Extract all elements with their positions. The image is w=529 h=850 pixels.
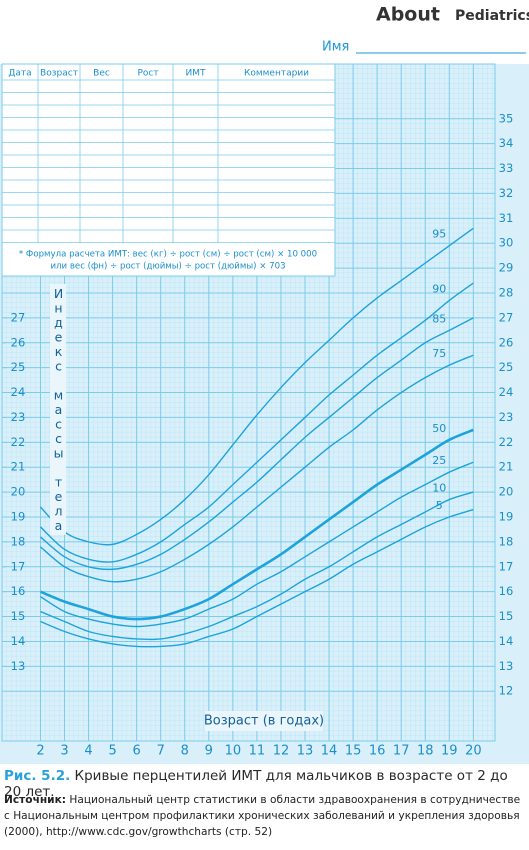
y2-tick-label: 31 [499, 211, 514, 225]
percentile-curve [40, 508, 474, 648]
y2-tick-label: 24 [499, 385, 514, 399]
x-tick-label: 5 [108, 744, 116, 759]
caption-label: Рис. 5.2. [4, 768, 71, 784]
x-tick-label: 7 [157, 744, 165, 759]
y2-tick-label: 16 [499, 584, 514, 598]
caption: Рис. 5.2. Кривые перцентилей ИМТ для мал… [4, 768, 526, 800]
x-tick-label: 19 [441, 744, 458, 759]
curve-label: 5 [436, 499, 443, 512]
x-tick-label: 16 [369, 744, 386, 759]
y-tick-label: 25 [11, 360, 26, 374]
percentile-curve [40, 317, 474, 571]
y-tick-label: 23 [11, 410, 26, 424]
x-tick-label: 9 [205, 744, 213, 759]
source-label: Источник: [4, 794, 67, 806]
formula-line: или вес (фн) ÷ рост (дюймы) ÷ рост (дюйм… [50, 262, 285, 272]
y-tick-label: 21 [11, 460, 26, 474]
percentile-curve [39, 428, 474, 621]
percentile-curve [39, 227, 474, 546]
y2-tick-label: 21 [499, 460, 514, 474]
y2-tick-label: 14 [499, 634, 514, 648]
x-tick-label: 12 [273, 744, 290, 759]
x-tick-label: 13 [297, 744, 314, 759]
y-tick-label: 22 [11, 435, 26, 449]
x-label-box [205, 711, 323, 731]
x-tick-label: 20 [465, 744, 482, 759]
y-tick-label: 24 [11, 385, 26, 399]
x-axis-label: Возраст (в годах) [204, 714, 324, 729]
x-tick-label: 18 [417, 744, 434, 759]
formula-line: * Формула расчета ИМТ: вес (кг) ÷ рост (… [19, 250, 317, 260]
curve-label: 10 [432, 482, 446, 495]
y2-tick-label: 19 [499, 509, 514, 523]
y2-tick-label: 30 [499, 236, 514, 250]
percentile-curve [40, 354, 474, 583]
form-column-header: ИМТ [186, 69, 206, 79]
form-table [1, 63, 336, 277]
y-tick-label: 17 [11, 559, 26, 573]
brand: About [376, 4, 440, 26]
y2-tick-label: 32 [499, 186, 514, 200]
curve-label: 95 [432, 228, 446, 241]
x-tick-label: 17 [393, 744, 410, 759]
y2-tick-label: 18 [499, 534, 514, 548]
x-tick-label: 8 [181, 744, 189, 759]
x-tick-label: 3 [60, 744, 68, 759]
y2-tick-label: 34 [499, 136, 514, 150]
y2-tick-label: 15 [499, 609, 514, 623]
y-tick-label: 26 [11, 335, 26, 349]
y2-tick-label: 29 [499, 261, 514, 275]
y-tick-label: 14 [11, 634, 26, 648]
y2-tick-label: 13 [499, 659, 514, 673]
curve-label: 85 [432, 312, 446, 325]
y2-tick-label: 20 [499, 485, 514, 499]
y2-tick-label: 33 [499, 161, 514, 175]
x-tick-label: 10 [225, 744, 242, 759]
percentile-curve [40, 282, 474, 563]
section: Pediatrics [455, 8, 529, 24]
y2-tick-label: 26 [499, 335, 514, 349]
source: Источник: Национальный центр статистики … [4, 792, 526, 840]
percentile-curve [40, 491, 474, 641]
x-tick-label: 15 [345, 744, 362, 759]
curve-label: 25 [432, 454, 446, 467]
curve-label: 75 [432, 347, 446, 360]
y2-tick-label: 35 [499, 111, 514, 125]
y2-tick-label: 12 [499, 684, 514, 698]
y-tick-label: 15 [11, 609, 26, 623]
y-tick-label: 27 [11, 310, 26, 324]
percentile-curve [40, 461, 474, 628]
y2-tick-label: 28 [499, 285, 514, 299]
y2-tick-label: 27 [499, 310, 514, 324]
y-axis-label: Индекс массы тела [50, 284, 66, 535]
source-text: Национальный центр статистики в области … [4, 794, 521, 838]
curve-label: 50 [432, 422, 446, 435]
y2-tick-label: 17 [499, 559, 514, 573]
form-column-header: Рост [137, 69, 158, 79]
form-column-header: Вес [93, 69, 110, 79]
y-tick-label: 20 [11, 485, 26, 499]
y-tick-label: 18 [11, 534, 26, 548]
y-tick-label: 19 [11, 509, 26, 523]
formula-box [2, 244, 335, 276]
x-tick-label: 14 [321, 744, 338, 759]
x-tick-label: 2 [36, 744, 44, 759]
y-tick-label: 16 [11, 584, 26, 598]
x-tick-label: 11 [249, 744, 266, 759]
y2-tick-label: 22 [499, 435, 514, 449]
form-column-header: Возраст [40, 69, 78, 79]
y2-tick-label: 25 [499, 360, 514, 374]
curve-label: 90 [432, 282, 446, 295]
name-label: Имя [322, 40, 349, 55]
caption-text: Кривые перцентилей ИМТ для мальчиков в в… [4, 768, 508, 800]
form-column-header: Комментарии [244, 69, 309, 79]
x-tick-label: 6 [133, 744, 141, 759]
form-column-header: Дата [8, 69, 31, 79]
x-tick-label: 4 [84, 744, 92, 759]
y-tick-label: 13 [11, 659, 26, 673]
y2-tick-label: 23 [499, 410, 514, 424]
chart: About Pediatrics Имя 2 3 4 5 6 7 8 9 10 11 12 13 14 1… [0, 4, 529, 764]
